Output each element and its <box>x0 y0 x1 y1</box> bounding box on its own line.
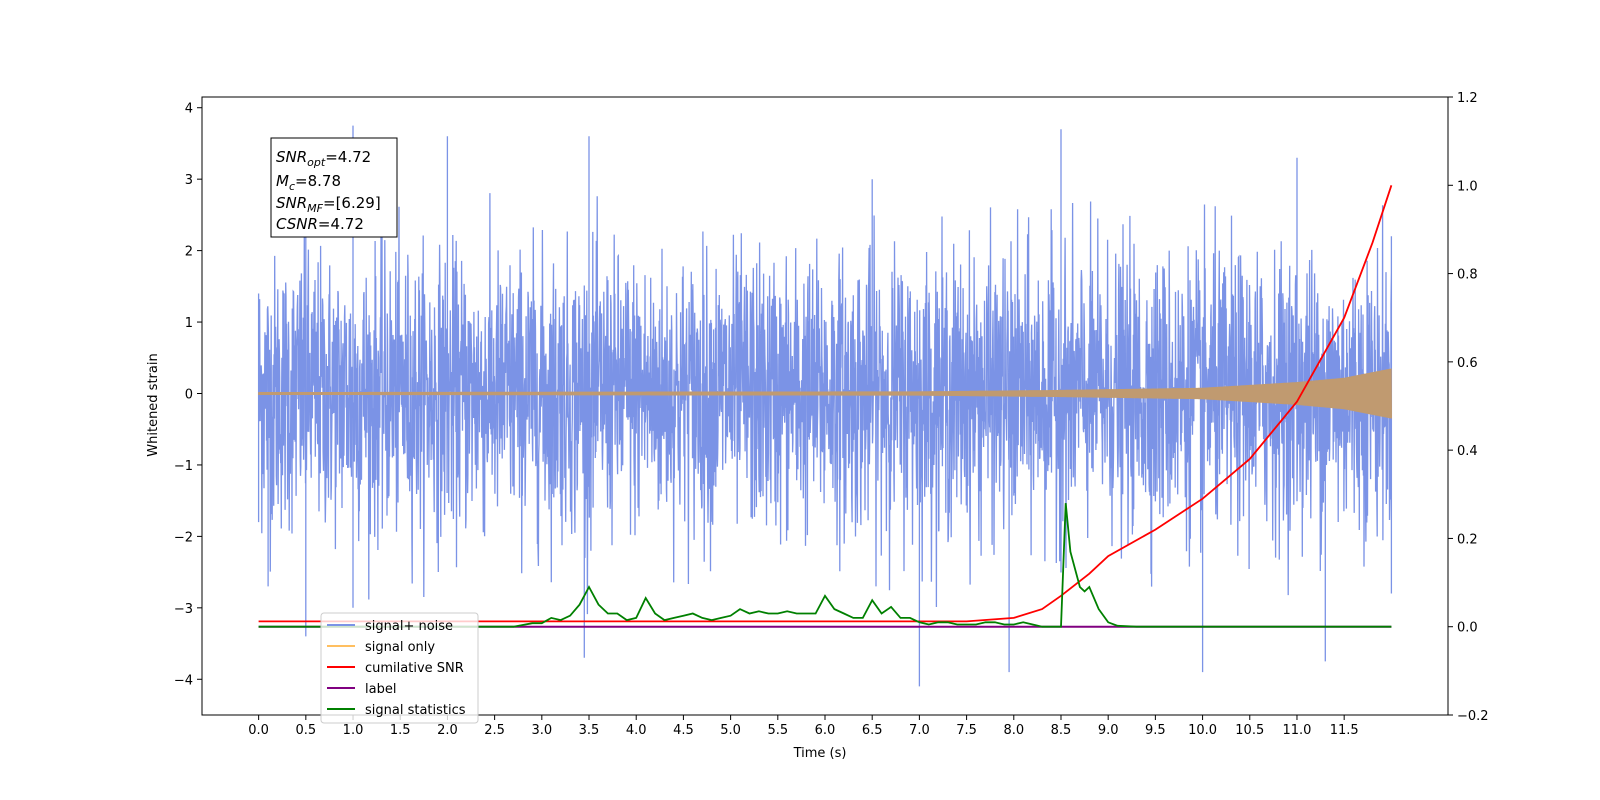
x-tick-label: 9.0 <box>1098 723 1119 738</box>
y2-tick-label: 1.0 <box>1457 179 1478 194</box>
x-tick-label: 4.0 <box>626 723 647 738</box>
y-tick-label: −2 <box>174 530 193 545</box>
axes: 0.0 0.5 1.0 1.5 2.0 2.5 3.0 3.5 4.0 4.5 5.0 5.5 6.0 6… <box>174 91 1489 738</box>
series-signal-noise <box>257 125 1393 687</box>
x-tick-label: 2.5 <box>484 723 505 738</box>
series-cumulative-snr <box>258 185 1393 623</box>
y-tick-label: 1 <box>185 316 193 331</box>
y2-tick-label: 1.2 <box>1457 91 1478 106</box>
y2-tick-label: 0.8 <box>1457 268 1478 283</box>
y-tick-label: −4 <box>174 673 193 688</box>
legend: signal+ noise signal only cumilative SNR… <box>320 612 479 724</box>
x-tick-label: 9.5 <box>1145 723 1166 738</box>
legend-label-signal-statistics: signal statistics <box>365 703 466 718</box>
x-tick-label: 3.5 <box>579 723 600 738</box>
annotation-snr-opt: SNRopt=4.72 <box>276 148 371 169</box>
x-tick-label: 7.5 <box>956 723 977 738</box>
y2-tick-label: 0.6 <box>1457 356 1478 371</box>
x-tick-label: 5.0 <box>720 723 741 738</box>
y-tick-label: 4 <box>185 102 193 117</box>
x-tick-label: 0.0 <box>248 723 269 738</box>
x-tick-label: 0.5 <box>295 723 316 738</box>
series-signal-only <box>258 368 1392 419</box>
annotation-mc: Mc=8.78 <box>276 172 341 193</box>
x-tick-label: 1.0 <box>343 723 364 738</box>
y-tick-label: −1 <box>174 459 193 474</box>
stats-annotation-box: SNRopt=4.72 Mc=8.78 SNRMF=[6.29] CSNR=4.… <box>270 137 398 238</box>
legend-label-signal-only: signal only <box>365 640 435 655</box>
x-tick-label: 11.5 <box>1330 723 1359 738</box>
x-tick-label: 7.0 <box>909 723 930 738</box>
legend-label-signal-noise: signal+ noise <box>365 619 453 634</box>
y2-tick-label: −0.2 <box>1457 709 1489 724</box>
x-tick-label: 5.5 <box>767 723 788 738</box>
plot-area <box>257 125 1393 687</box>
x-tick-label: 1.5 <box>390 723 411 738</box>
x-tick-label: 11.0 <box>1282 723 1311 738</box>
x-tick-label: 10.5 <box>1235 723 1264 738</box>
y-tick-label: −3 <box>174 602 193 617</box>
y-tick-label: 0 <box>185 387 193 402</box>
annotation-csnr: CSNR=4.72 <box>276 215 364 233</box>
y-axis-label: Whitened strain <box>146 353 161 456</box>
y2-tick-label: 0.2 <box>1457 532 1478 547</box>
legend-label-cumulative-snr: cumilative SNR <box>365 661 464 676</box>
x-tick-label: 4.5 <box>673 723 694 738</box>
y2-tick-label: 0.4 <box>1457 444 1478 459</box>
legend-label-label: label <box>365 682 396 697</box>
y2-tick-label: 0.0 <box>1457 621 1478 636</box>
x-tick-label: 2.0 <box>437 723 458 738</box>
annotation-snr-mf: SNRMF=[6.29] <box>276 194 381 215</box>
x-tick-label: 3.0 <box>531 723 552 738</box>
x-axis-label: Time (s) <box>793 746 847 761</box>
y-tick-label: 2 <box>185 245 193 260</box>
y-tick-label: 3 <box>185 173 193 188</box>
series-signal-statistics <box>258 503 1392 628</box>
x-tick-label: 6.5 <box>862 723 883 738</box>
x-tick-label: 8.5 <box>1051 723 1072 738</box>
x-tick-label: 8.0 <box>1003 723 1024 738</box>
x-tick-label: 10.0 <box>1188 723 1217 738</box>
x-tick-label: 6.0 <box>815 723 836 738</box>
